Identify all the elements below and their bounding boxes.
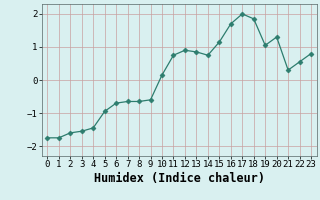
X-axis label: Humidex (Indice chaleur): Humidex (Indice chaleur) [94, 172, 265, 185]
